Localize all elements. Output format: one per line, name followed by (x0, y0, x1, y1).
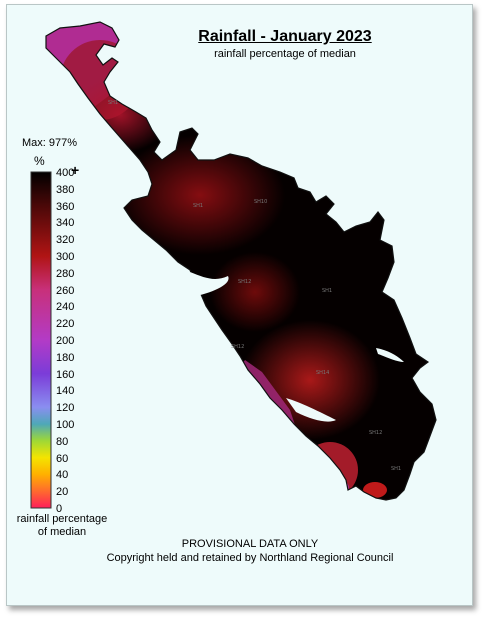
legend-max-value: Max: 977% (22, 137, 78, 149)
station-label: SH10 (254, 199, 267, 205)
station-label: SH12 (231, 344, 244, 350)
legend-tick-label: 80 (56, 435, 69, 448)
legend-tick-label: 320 (56, 234, 75, 247)
station-label: SH1 (193, 203, 203, 209)
station-label: SH1 (108, 100, 118, 106)
legend-tick-label: 120 (56, 402, 75, 415)
legend-tick-label: 0 (56, 503, 63, 515)
station-label: SH1 (322, 288, 332, 294)
legend-tick-label: 140 (56, 385, 75, 398)
legend-tick-label: 220 (56, 318, 75, 331)
harbour-inlet (376, 348, 404, 362)
legend-tick-label: 20 (56, 486, 69, 499)
station-label: SH1 (391, 466, 401, 472)
provisional-notice: PROVISIONAL DATA ONLY (181, 538, 319, 550)
legend-tick-label: 260 (56, 284, 75, 297)
legend-tick-label: 400 (56, 167, 75, 179)
station-label: SH14 (316, 370, 329, 376)
legend-tick-label: 40 (56, 469, 69, 482)
legend-unit: % (34, 154, 45, 168)
map-subtitle: rainfall percentage of median (214, 48, 356, 60)
legend-tick-label: 200 (56, 335, 75, 347)
legend-tick-label: 340 (56, 217, 75, 230)
legend-tick-label: 380 (56, 183, 75, 196)
legend-tick-label: 280 (56, 267, 75, 280)
legend-tick-label: 60 (56, 452, 69, 465)
legend-tick-label: 100 (56, 419, 75, 431)
legend-color-bar (30, 171, 52, 509)
map-title: Rainfall - January 2023 (198, 28, 372, 45)
harbour-inlet (286, 398, 336, 422)
station-label: SH12 (369, 430, 382, 436)
legend-top-symbol: + (71, 162, 80, 178)
harbour-inlet (190, 272, 229, 296)
legend-tick-label: 300 (56, 251, 75, 263)
legend-tick-label: 160 (56, 368, 75, 381)
legend-tick-label: 240 (56, 301, 75, 314)
legend-tick-label: 360 (56, 200, 75, 213)
legend-tick-label: 180 (56, 351, 75, 364)
legend-footer: rainfall percentage of median (16, 513, 108, 538)
copyright-notice: Copyright held and retained by Northland… (106, 552, 394, 564)
station-label: SH12 (238, 279, 251, 285)
